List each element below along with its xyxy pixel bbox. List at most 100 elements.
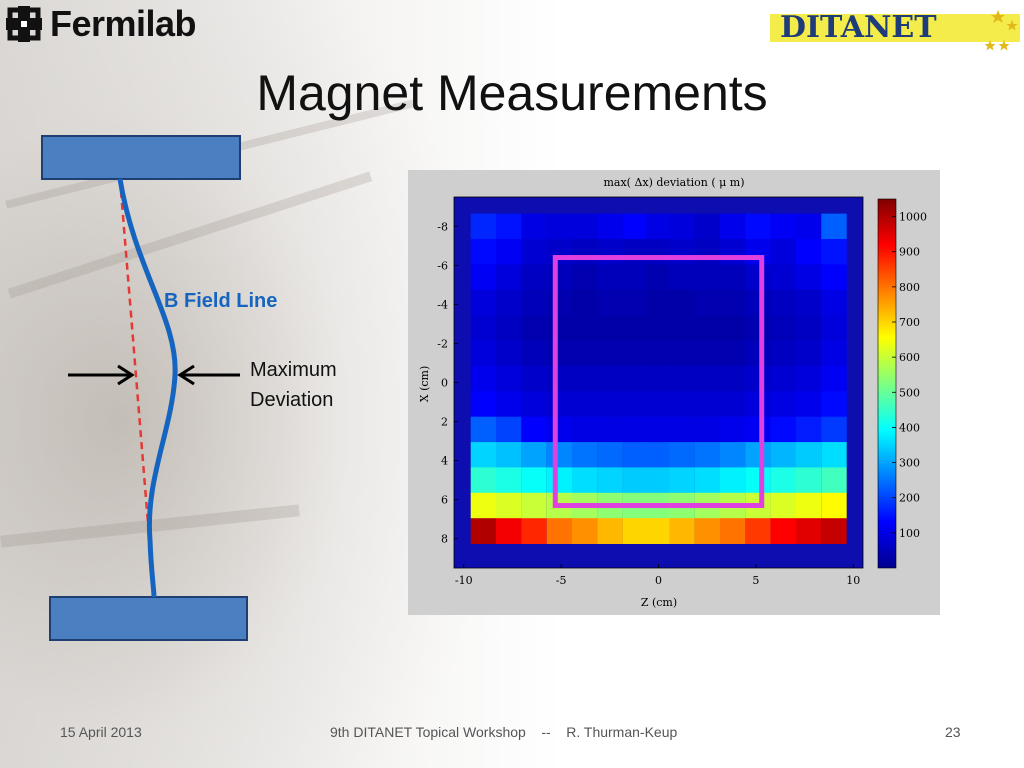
heatmap-cell: [521, 213, 547, 240]
heatmap-cell: [745, 315, 771, 341]
ditanet-logo: DITANET: [770, 10, 1020, 51]
heatmap-cell: [597, 518, 623, 544]
heatmap-cell: [572, 340, 598, 367]
y-tick-label: 2: [441, 416, 448, 429]
heatmap-cell: [646, 340, 672, 367]
heatmap-cell: [795, 442, 822, 468]
heatmap-cell: [521, 239, 547, 265]
heatmap-cell: [821, 239, 847, 265]
heatmap-cell: [745, 264, 771, 291]
heatmap-cell: [521, 467, 547, 494]
heatmap-cell: [546, 365, 573, 392]
heatmap-cell: [795, 315, 822, 341]
heatmap-cell: [694, 239, 721, 265]
heatmap-cell: [572, 518, 598, 544]
heatmap-cell: [646, 239, 672, 265]
heatmap-cell: [572, 289, 598, 316]
heatmap-cell: [597, 264, 623, 291]
heatmap-cell: [694, 442, 721, 468]
y-tick-label: -2: [437, 337, 448, 350]
heatmap-cell: [622, 213, 648, 240]
heatmap-cell: [572, 467, 598, 494]
heatmap-cell: [770, 365, 796, 392]
heatmap-cell: [669, 442, 695, 468]
colorbar-tick-label: 1000: [899, 211, 927, 224]
upper-magnet-block: [41, 135, 241, 180]
y-axis-label: X (cm): [418, 366, 431, 403]
heatmap-cell: [745, 239, 771, 265]
heatmap-cell: [470, 442, 497, 468]
heatmap-cell: [646, 264, 672, 291]
heatmap-cell: [546, 340, 573, 367]
heatmap-cell: [572, 315, 598, 341]
heatmap-cell: [669, 213, 695, 240]
colorbar-tick-label: 900: [899, 246, 920, 259]
heatmap-cell: [795, 289, 822, 316]
heatmap-cell: [669, 315, 695, 341]
heatmap-cell: [770, 518, 796, 544]
maximum-deviation-label: Maximum Deviation: [250, 355, 337, 415]
slide-number: 23: [945, 724, 961, 740]
y-tick-label: 4: [441, 455, 448, 468]
heatmap-cell: [745, 289, 771, 316]
heatmap-cell: [821, 264, 847, 291]
heatmap-cell: [496, 391, 522, 418]
heatmap-cell: [770, 213, 796, 240]
heatmap-cell: [669, 391, 695, 418]
colorbar: [877, 198, 897, 569]
heatmap-cell: [821, 340, 847, 367]
heatmap-cell: [597, 416, 623, 443]
heatmap-cell: [745, 416, 771, 443]
heatmap-cell: [521, 492, 547, 519]
heatmap-cell: [496, 264, 522, 291]
heatmap-cell: [795, 365, 822, 392]
fermilab-wordmark: Fermilab: [50, 3, 197, 44]
heatmap-cell: [496, 340, 522, 367]
heatmap-cell: [720, 264, 746, 291]
heatmap-cell: [496, 315, 522, 341]
heatmap-cell: [622, 416, 648, 443]
heatmap-cell: [572, 264, 598, 291]
heatmap-cell: [669, 340, 695, 367]
heatmap-cell: [521, 518, 547, 544]
heatmap-cell: [770, 315, 796, 341]
heatmap-cell: [694, 391, 721, 418]
heatmap-cell: [745, 340, 771, 367]
heatmap-cell: [572, 442, 598, 468]
heatmap-cell: [720, 518, 746, 544]
heatmap-cell: [720, 416, 746, 443]
heatmap-cell: [597, 340, 623, 367]
heatmap-cell: [745, 213, 771, 240]
heatmap-cell: [496, 289, 522, 316]
heatmap-cell: [597, 442, 623, 468]
colorbar-tick-label: 100: [899, 527, 920, 540]
heatmap-cell: [770, 289, 796, 316]
heatmap-cell: [572, 239, 598, 265]
heatmap-cell: [694, 340, 721, 367]
page-title: Magnet Measurements: [256, 65, 768, 121]
heatmap-cell: [694, 365, 721, 392]
heatmap-cell: [646, 213, 672, 240]
colorbar-tick-label: 600: [899, 351, 920, 364]
colorbar-tick-label: 400: [899, 421, 920, 434]
y-tick-label: 6: [441, 494, 448, 507]
heatmap-cell: [795, 213, 822, 240]
heatmap-cell: [669, 467, 695, 494]
field-line-diagram: [41, 135, 248, 641]
heatmap-cell: [622, 289, 648, 316]
heatmap-cell: [720, 213, 746, 240]
heatmap-cell: [770, 391, 796, 418]
heatmap-cell: [546, 213, 573, 240]
deviation-heatmap: max( Δx) deviation ( μ m) -10 -5 0 5 10 -8 -6…: [418, 176, 927, 609]
heatmap-cell: [694, 416, 721, 443]
heatmap-cell: [622, 518, 648, 544]
heatmap-cell: [669, 289, 695, 316]
heatmap-cell: [720, 239, 746, 265]
heatmap-cell: [496, 492, 522, 519]
heatmap-cell: [821, 416, 847, 443]
x-tick-label: 5: [752, 574, 759, 587]
footer-event-author: 9th DITANET Topical Workshop -- R. Thurm…: [330, 724, 678, 740]
heatmap-cell: [521, 391, 547, 418]
y-tick-label: -6: [437, 259, 448, 272]
heatmap-cell: [646, 365, 672, 392]
